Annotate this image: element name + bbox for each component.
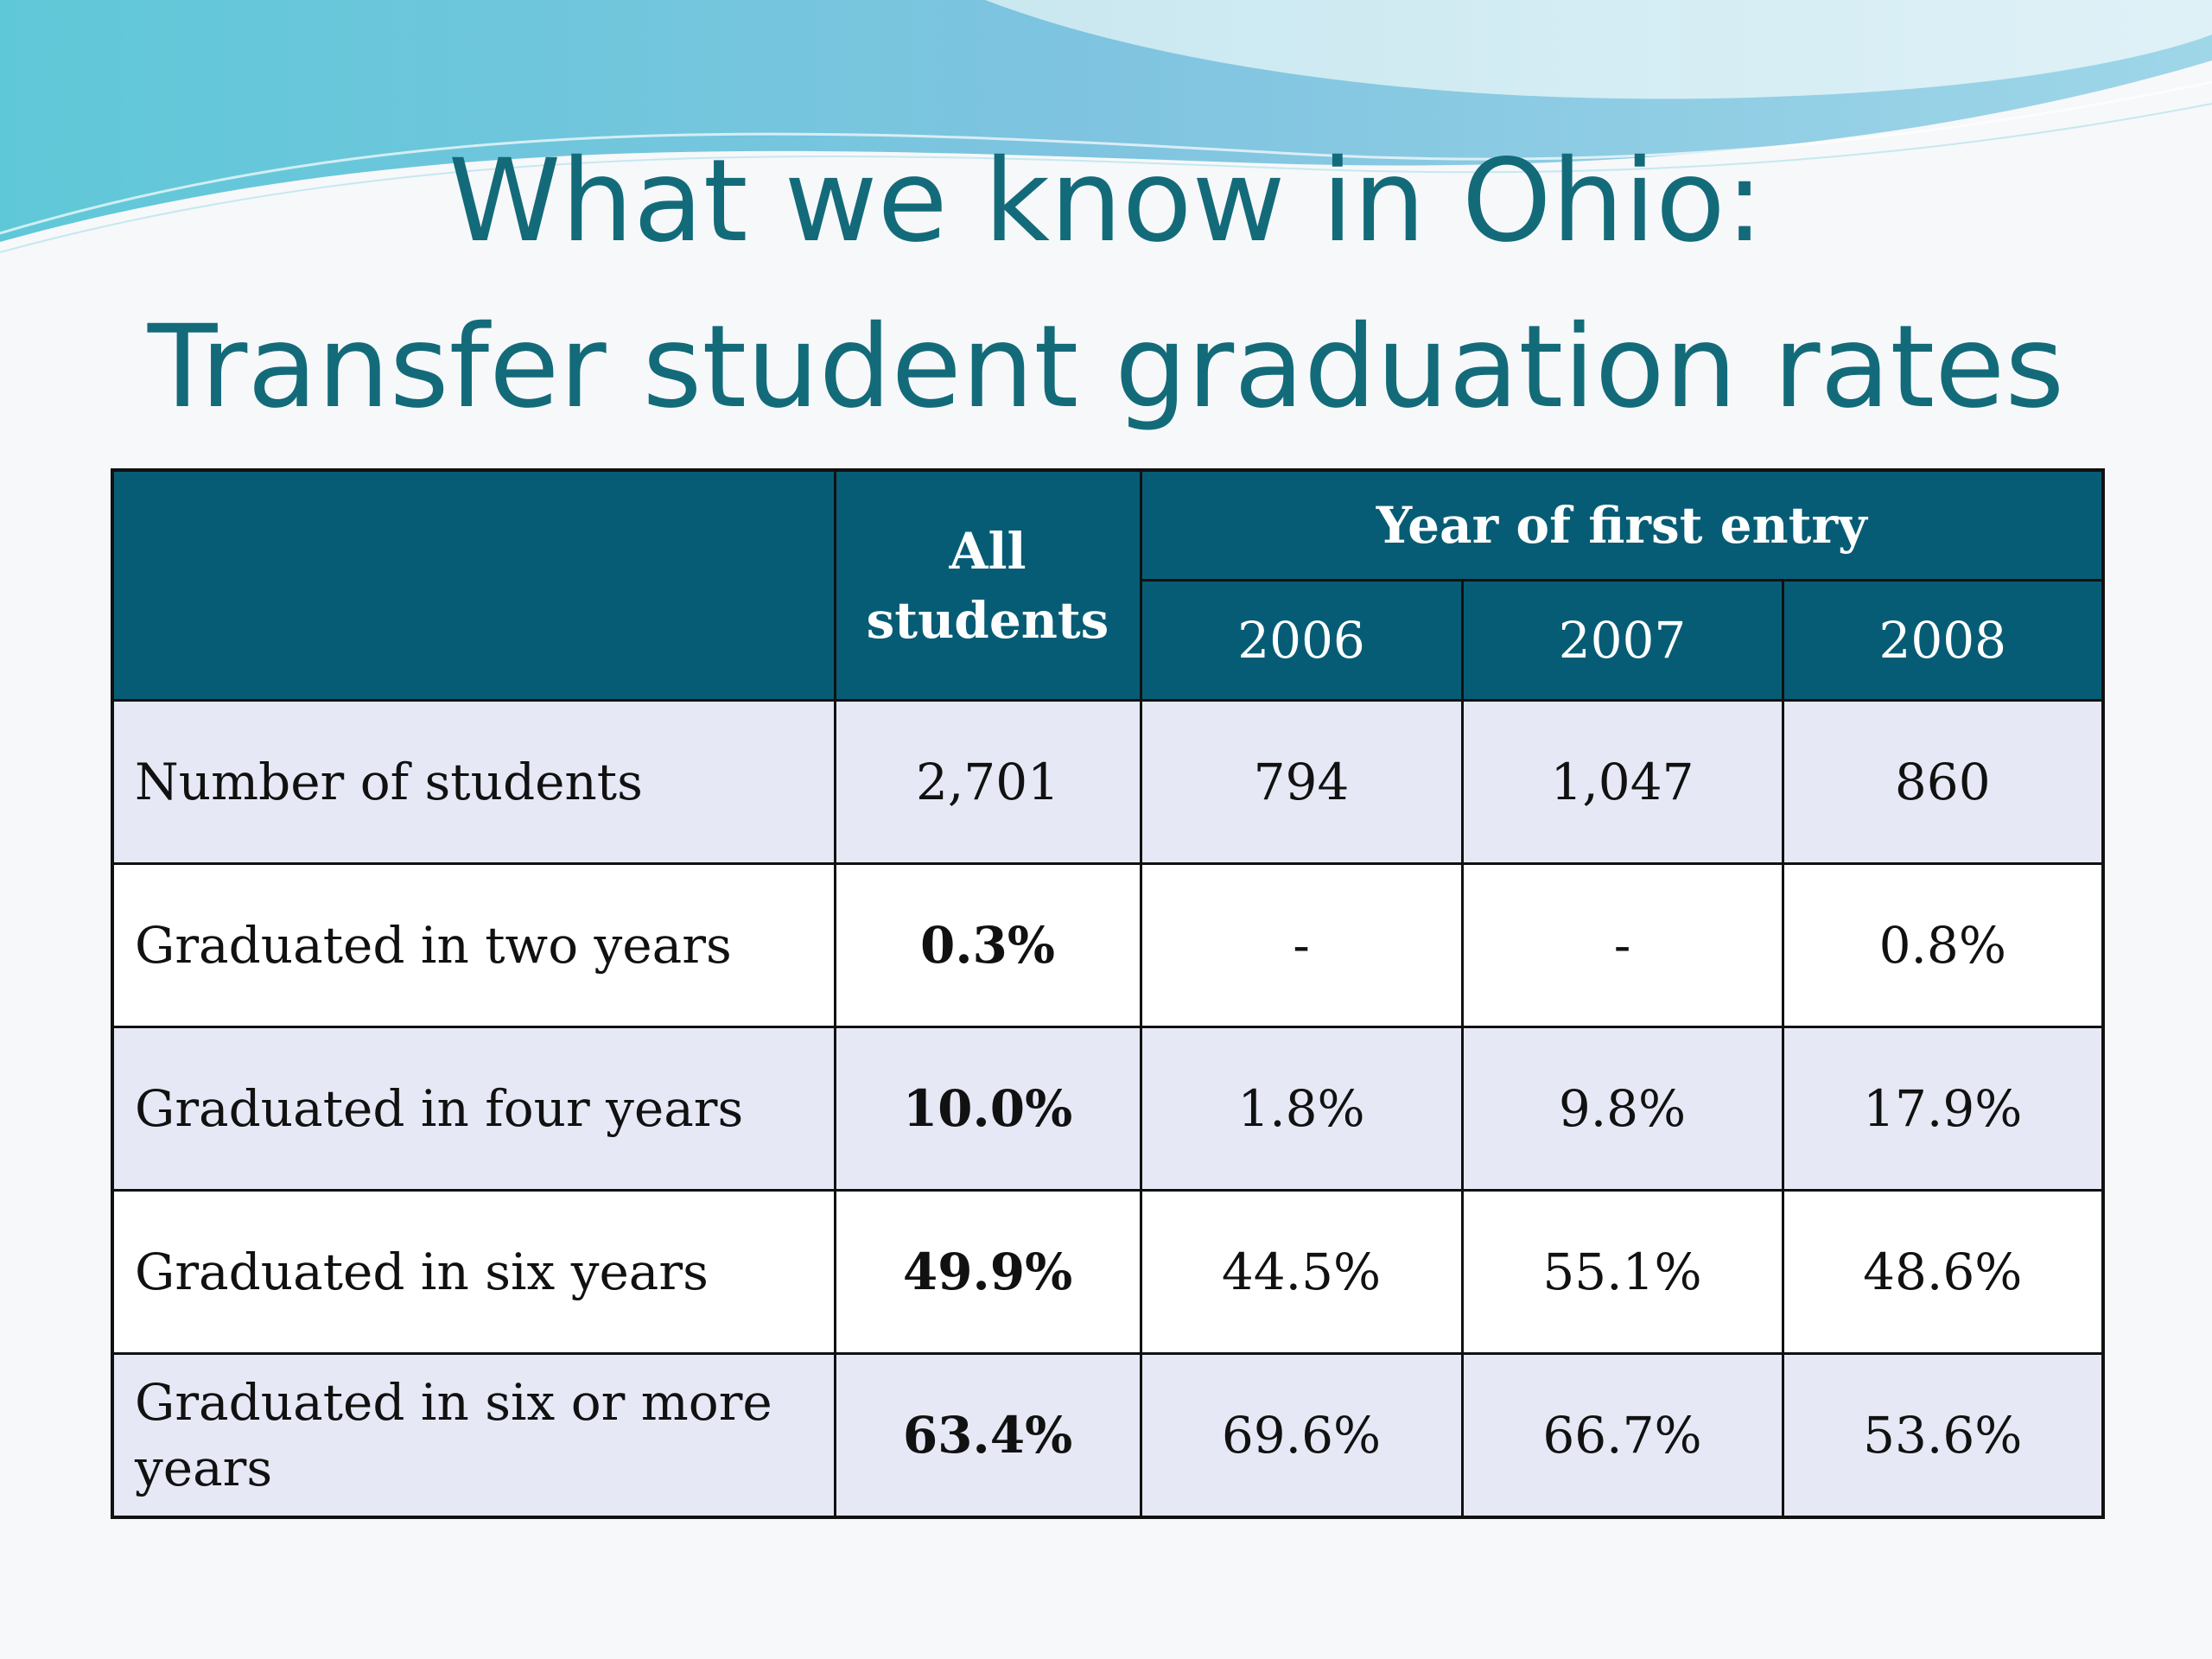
table-row: Graduated in six or more years 63.4% 69.… <box>111 1352 2105 1519</box>
header-all-students: All students <box>833 468 1142 702</box>
table-row: Graduated in four years 10.0% 1.8% 9.8% … <box>111 1026 2105 1192</box>
cell-all-students: 63.4% <box>833 1352 1142 1519</box>
cell-2006: 69.6% <box>1139 1352 1464 1519</box>
cell-2008: 0.8% <box>1781 862 2105 1028</box>
row-label: Graduated in four years <box>111 1026 836 1192</box>
cell-2006: 1.8% <box>1139 1026 1464 1192</box>
cell-2007: 66.7% <box>1460 1352 1784 1519</box>
cell-all-students: 49.9% <box>833 1189 1142 1355</box>
row-label: Graduated in two years <box>111 862 836 1028</box>
cell-2007: 55.1% <box>1460 1189 1784 1355</box>
cell-2006: - <box>1139 862 1464 1028</box>
cell-all-students: 2,701 <box>833 699 1142 865</box>
cell-2008: 860 <box>1781 699 2105 865</box>
cell-2008: 53.6% <box>1781 1352 2105 1519</box>
header-year-of-first-entry: Year of first entry <box>1139 468 2105 582</box>
cell-2007: 1,047 <box>1460 699 1784 865</box>
header-corner-cell <box>111 468 836 702</box>
header-year-2006: 2006 <box>1139 579 1464 702</box>
cell-all-students: 10.0% <box>833 1026 1142 1192</box>
slide-title-line-2: Transfer student graduation rates <box>147 301 2065 434</box>
cell-2008: 17.9% <box>1781 1026 2105 1192</box>
table-header-row: All students Year of first entry <box>111 468 2105 702</box>
cell-2006: 44.5% <box>1139 1189 1464 1355</box>
cell-2008: 48.6% <box>1781 1189 2105 1355</box>
header-year-2007: 2007 <box>1460 579 1784 702</box>
cell-2007: - <box>1460 862 1784 1028</box>
row-label: Graduated in six years <box>111 1189 836 1355</box>
header-year-2008: 2008 <box>1781 579 2105 702</box>
header-swoosh-decoration <box>0 0 2212 253</box>
table-row: Graduated in two years 0.3% - - 0.8% <box>111 862 2105 1028</box>
row-label: Graduated in six or more years <box>111 1352 836 1519</box>
cell-all-students: 0.3% <box>833 862 1142 1028</box>
table-header-years-row: 2006 2007 2008 <box>112 579 2105 702</box>
row-label: Number of students <box>111 699 836 865</box>
table-row: Number of students 2,701 794 1,047 860 <box>111 699 2105 865</box>
cell-2007: 9.8% <box>1460 1026 1784 1192</box>
graduation-rates-table: All students Year of first entry 2006 20… <box>111 468 2106 1519</box>
slide-title-line-1: What we know in Ohio: <box>448 135 1764 268</box>
table-row: Graduated in six years 49.9% 44.5% 55.1%… <box>111 1189 2105 1355</box>
cell-2006: 794 <box>1139 699 1464 865</box>
